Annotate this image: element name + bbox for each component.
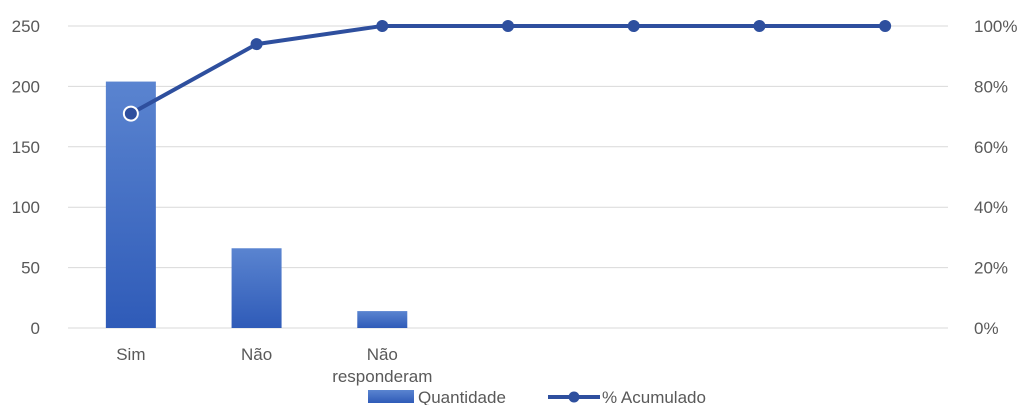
gridlines bbox=[68, 26, 948, 328]
y-tick-label-right: 60% bbox=[974, 138, 1008, 157]
bar bbox=[232, 248, 282, 328]
legend: Quantidade % Acumulado bbox=[368, 388, 706, 405]
y-axis-left: 0 50 100 150 200 250 bbox=[12, 17, 40, 338]
cumulative-line bbox=[131, 26, 885, 114]
y-tick-label-right: 0% bbox=[974, 319, 999, 338]
y-axis-right: 0% 20% 40% 60% 80% 100% bbox=[974, 17, 1017, 338]
legend-label-bars: Quantidade bbox=[418, 388, 506, 405]
x-tick-label: Não bbox=[241, 345, 272, 364]
bar bbox=[357, 311, 407, 328]
line-marker bbox=[628, 20, 640, 32]
legend-label-line: % Acumulado bbox=[602, 388, 706, 405]
line-marker bbox=[753, 20, 765, 32]
y-tick-label-right: 40% bbox=[974, 198, 1008, 217]
x-tick-label: Sim bbox=[116, 345, 145, 364]
y-tick-label-left: 100 bbox=[12, 198, 40, 217]
y-tick-label-right: 80% bbox=[974, 77, 1008, 96]
line-marker bbox=[376, 20, 388, 32]
y-tick-label-left: 200 bbox=[12, 77, 40, 96]
line-marker bbox=[124, 107, 138, 121]
legend-swatch-bars bbox=[368, 390, 414, 403]
legend-swatch-marker bbox=[569, 392, 580, 403]
line-series bbox=[124, 20, 891, 121]
x-tick-label: Não bbox=[367, 345, 398, 364]
y-tick-label-right: 20% bbox=[974, 259, 1008, 278]
line-marker bbox=[251, 38, 263, 50]
x-tick-label: responderam bbox=[332, 367, 432, 386]
y-tick-label-left: 0 bbox=[31, 319, 40, 338]
x-axis: Sim Não Não responderam bbox=[116, 345, 432, 386]
y-tick-label-left: 50 bbox=[21, 259, 40, 278]
line-marker bbox=[502, 20, 514, 32]
line-marker bbox=[879, 20, 891, 32]
y-tick-label-left: 250 bbox=[12, 17, 40, 36]
bar-series bbox=[106, 82, 407, 328]
y-tick-label-right: 100% bbox=[974, 17, 1017, 36]
y-tick-label-left: 150 bbox=[12, 138, 40, 157]
